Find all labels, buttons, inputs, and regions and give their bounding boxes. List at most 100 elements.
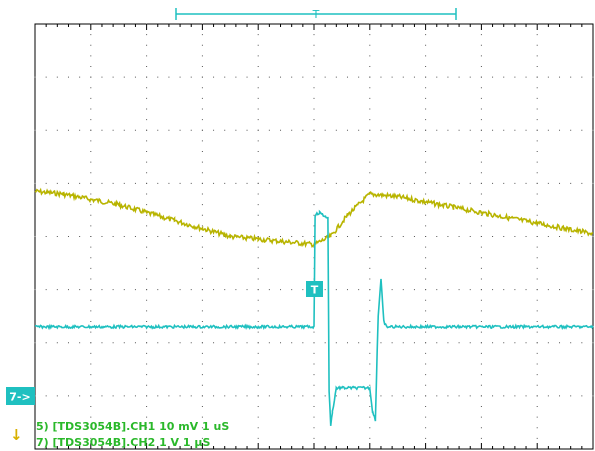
grid-dot xyxy=(458,289,460,291)
grid-dot xyxy=(480,193,482,195)
grid-dot xyxy=(581,342,583,344)
grid-dot xyxy=(201,172,203,174)
grid-dot xyxy=(480,129,482,131)
grid-dot xyxy=(90,321,92,322)
traces xyxy=(34,187,594,426)
grid-dot xyxy=(503,236,505,237)
grid-dot xyxy=(313,331,315,333)
grid-dot xyxy=(592,236,594,237)
grid-dot xyxy=(134,342,136,344)
grid-dot xyxy=(257,119,259,121)
grid-dot xyxy=(425,437,427,439)
grid-dot xyxy=(90,44,92,46)
grid-dot xyxy=(201,267,203,269)
grid-dot xyxy=(123,342,125,344)
grid-dot xyxy=(559,395,561,397)
grid-dot xyxy=(480,34,482,36)
grid-dot xyxy=(492,236,494,237)
grid-dot xyxy=(536,182,538,184)
grid-dot xyxy=(313,119,315,121)
grid-dot xyxy=(536,66,538,67)
grid-dot xyxy=(90,214,92,216)
grid-dot xyxy=(425,97,427,99)
grid-dot xyxy=(313,140,315,142)
grid-dot xyxy=(146,225,148,227)
grid-dot xyxy=(514,289,516,291)
grid-dot xyxy=(257,108,259,110)
grid-dot xyxy=(369,363,371,365)
grid-dot xyxy=(536,236,538,237)
grid-dot xyxy=(514,76,516,78)
grid-dot xyxy=(570,289,572,291)
grid-dot xyxy=(425,87,427,89)
grid-dot xyxy=(157,395,159,397)
grid-dot xyxy=(536,437,538,439)
grid-dot xyxy=(369,299,371,301)
grid-dot xyxy=(391,289,393,291)
grid-dot xyxy=(90,374,92,376)
grid-dot xyxy=(369,278,371,280)
trace-ch1 xyxy=(34,187,594,249)
grid-dot xyxy=(480,214,482,216)
grid-dot xyxy=(157,289,159,291)
grid-dot xyxy=(90,331,92,333)
grid-dot xyxy=(536,395,538,397)
grid-dot xyxy=(380,182,382,184)
grid-dot xyxy=(179,182,181,184)
grid-dot xyxy=(90,225,92,227)
grid-dot xyxy=(358,182,360,184)
grid-dot xyxy=(503,395,505,397)
grid-dot xyxy=(581,129,583,131)
grid-dot xyxy=(146,140,148,142)
grid-dot xyxy=(458,129,460,131)
grid-dot xyxy=(146,427,148,429)
grid-dot xyxy=(570,182,572,184)
grid-dot xyxy=(536,119,538,121)
grid-dot xyxy=(536,342,538,344)
grid-dot xyxy=(257,374,259,376)
grid-dot xyxy=(45,76,47,78)
grid-dot xyxy=(380,236,382,237)
grid-dot xyxy=(324,395,326,397)
grid-dot xyxy=(547,76,549,78)
grid-dot xyxy=(101,289,103,291)
grid-dot xyxy=(123,289,125,291)
grid-dot xyxy=(268,76,270,78)
grid-dot xyxy=(425,66,427,67)
grid-dot xyxy=(190,129,192,131)
grid-dot xyxy=(90,310,92,312)
grid-dot xyxy=(536,278,538,280)
grid-dot xyxy=(190,236,192,237)
grid-dot xyxy=(67,76,69,78)
grid-dot xyxy=(268,342,270,344)
grid-dot xyxy=(425,395,427,397)
grid-dot xyxy=(536,416,538,418)
grid-dot xyxy=(90,289,92,291)
grid-dot xyxy=(45,129,47,131)
grid-dot xyxy=(581,289,583,291)
grid-dot xyxy=(201,108,203,110)
grid-dot xyxy=(90,395,92,397)
grid-dot xyxy=(425,384,427,386)
grid-dot xyxy=(146,204,148,206)
grid-dot xyxy=(369,384,371,386)
grid-dot xyxy=(480,97,482,99)
grid-dot xyxy=(547,129,549,131)
grid-dot xyxy=(56,342,58,344)
grid-dot xyxy=(146,108,148,110)
grid-dot xyxy=(581,76,583,78)
grid-dot xyxy=(369,342,371,344)
grid-dot xyxy=(358,129,360,131)
grid-dot xyxy=(90,140,92,142)
grid-dot xyxy=(413,76,415,78)
grid-dot xyxy=(190,395,192,397)
grid-dot xyxy=(525,289,527,291)
grid-dot xyxy=(257,87,259,89)
grid-dot xyxy=(201,342,203,344)
grid-dot xyxy=(313,151,315,152)
grid-dot xyxy=(90,97,92,99)
grid-dot xyxy=(302,182,304,184)
grid-dot xyxy=(268,129,270,131)
grid-dot xyxy=(536,193,538,195)
grid-dot xyxy=(291,129,293,131)
